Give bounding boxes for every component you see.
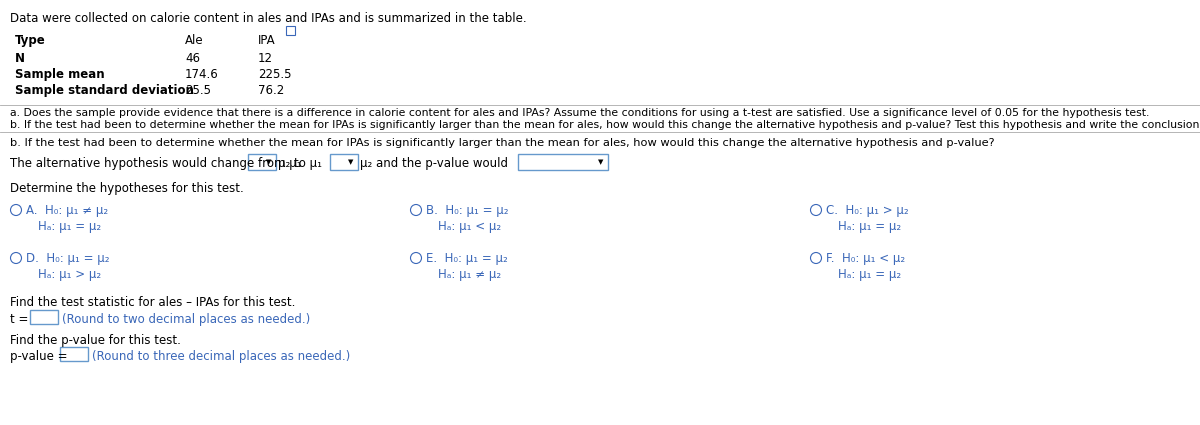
Text: B.  H₀: μ₁ = μ₂: B. H₀: μ₁ = μ₂ bbox=[426, 204, 509, 217]
FancyBboxPatch shape bbox=[60, 347, 88, 361]
Text: A.  H₀: μ₁ ≠ μ₂: A. H₀: μ₁ ≠ μ₂ bbox=[26, 204, 108, 217]
Text: t =: t = bbox=[10, 313, 29, 326]
Text: ▼: ▼ bbox=[599, 159, 604, 165]
Text: Find the p-value for this test.: Find the p-value for this test. bbox=[10, 334, 181, 347]
Text: μ₂ to μ₁: μ₂ to μ₁ bbox=[278, 157, 322, 170]
Text: a. Does the sample provide evidence that there is a difference in calorie conten: a. Does the sample provide evidence that… bbox=[10, 108, 1150, 118]
Text: Hₐ: μ₁ = μ₂: Hₐ: μ₁ = μ₂ bbox=[838, 220, 901, 233]
Text: ▼: ▼ bbox=[266, 159, 271, 165]
Circle shape bbox=[11, 204, 22, 215]
Text: Type: Type bbox=[14, 34, 46, 47]
FancyBboxPatch shape bbox=[30, 310, 58, 324]
Text: 225.5: 225.5 bbox=[258, 68, 292, 81]
Text: Hₐ: μ₁ ≠ μ₂: Hₐ: μ₁ ≠ μ₂ bbox=[438, 268, 502, 281]
Text: 174.6: 174.6 bbox=[185, 68, 218, 81]
Circle shape bbox=[810, 204, 822, 215]
Text: Find the test statistic for ales – IPAs for this test.: Find the test statistic for ales – IPAs … bbox=[10, 296, 295, 309]
Text: IPA: IPA bbox=[258, 34, 276, 47]
Text: (Round to three decimal places as needed.): (Round to three decimal places as needed… bbox=[92, 350, 350, 363]
Text: Hₐ: μ₁ < μ₂: Hₐ: μ₁ < μ₂ bbox=[438, 220, 502, 233]
Text: p-value =: p-value = bbox=[10, 350, 67, 363]
Text: μ₂ and the p-value would: μ₂ and the p-value would bbox=[360, 157, 508, 170]
Circle shape bbox=[410, 204, 421, 215]
Text: Hₐ: μ₁ = μ₂: Hₐ: μ₁ = μ₂ bbox=[838, 268, 901, 281]
Text: Determine the hypotheses for this test.: Determine the hypotheses for this test. bbox=[10, 182, 244, 195]
Circle shape bbox=[11, 252, 22, 264]
FancyBboxPatch shape bbox=[248, 154, 276, 170]
Text: 12: 12 bbox=[258, 52, 274, 65]
Circle shape bbox=[810, 252, 822, 264]
Text: ▼: ▼ bbox=[348, 159, 354, 165]
Text: (Round to two decimal places as needed.): (Round to two decimal places as needed.) bbox=[62, 313, 311, 326]
Text: E.  H₀: μ₁ = μ₂: E. H₀: μ₁ = μ₂ bbox=[426, 252, 508, 265]
Text: 46: 46 bbox=[185, 52, 200, 65]
Text: 76.2: 76.2 bbox=[258, 84, 284, 97]
Text: Data were collected on calorie content in ales and IPAs and is summarized in the: Data were collected on calorie content i… bbox=[10, 12, 527, 25]
Circle shape bbox=[410, 252, 421, 264]
Text: Sample standard deviation: Sample standard deviation bbox=[14, 84, 194, 97]
Text: C.  H₀: μ₁ > μ₂: C. H₀: μ₁ > μ₂ bbox=[826, 204, 908, 217]
Text: F.  H₀: μ₁ < μ₂: F. H₀: μ₁ < μ₂ bbox=[826, 252, 905, 265]
FancyBboxPatch shape bbox=[286, 26, 295, 35]
Text: b. If the test had been to determine whether the mean for IPAs is significantly : b. If the test had been to determine whe… bbox=[10, 138, 995, 148]
FancyBboxPatch shape bbox=[330, 154, 358, 170]
FancyBboxPatch shape bbox=[518, 154, 608, 170]
Text: b. If the test had been to determine whether the mean for IPAs is significantly : b. If the test had been to determine whe… bbox=[10, 120, 1200, 130]
Text: Hₐ: μ₁ > μ₂: Hₐ: μ₁ > μ₂ bbox=[38, 268, 101, 281]
Text: N: N bbox=[14, 52, 25, 65]
Text: Ale: Ale bbox=[185, 34, 204, 47]
Text: Sample mean: Sample mean bbox=[14, 68, 104, 81]
Text: 25.5: 25.5 bbox=[185, 84, 211, 97]
Text: D.  H₀: μ₁ = μ₂: D. H₀: μ₁ = μ₂ bbox=[26, 252, 109, 265]
Text: The alternative hypothesis would change from μ₁: The alternative hypothesis would change … bbox=[10, 157, 301, 170]
Text: Hₐ: μ₁ = μ₂: Hₐ: μ₁ = μ₂ bbox=[38, 220, 101, 233]
